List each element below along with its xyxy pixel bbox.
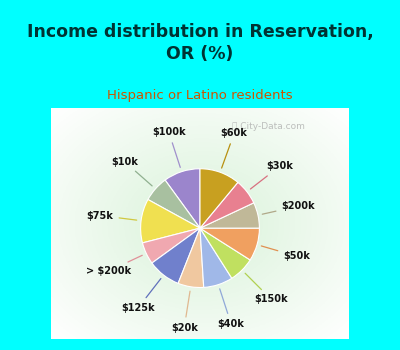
Text: $50k: $50k xyxy=(261,246,310,261)
Text: $200k: $200k xyxy=(262,201,315,214)
Text: Hispanic or Latino residents: Hispanic or Latino residents xyxy=(107,89,293,101)
Wedge shape xyxy=(200,228,250,278)
Text: $75k: $75k xyxy=(87,210,137,220)
Wedge shape xyxy=(141,199,200,243)
Wedge shape xyxy=(142,228,200,263)
Text: $40k: $40k xyxy=(218,289,244,329)
Text: $10k: $10k xyxy=(111,156,152,186)
Text: $20k: $20k xyxy=(171,291,198,332)
Wedge shape xyxy=(200,228,260,260)
Wedge shape xyxy=(200,182,254,228)
Text: ⓘ City-Data.com: ⓘ City-Data.com xyxy=(232,122,305,132)
Wedge shape xyxy=(200,228,232,287)
Text: $150k: $150k xyxy=(245,273,288,304)
Text: > $200k: > $200k xyxy=(86,255,142,276)
Wedge shape xyxy=(148,180,200,228)
Text: $125k: $125k xyxy=(122,279,161,313)
Wedge shape xyxy=(152,228,200,284)
Text: $30k: $30k xyxy=(250,161,293,189)
Text: $100k: $100k xyxy=(152,127,186,167)
Wedge shape xyxy=(178,228,204,287)
Wedge shape xyxy=(165,169,200,228)
Text: $60k: $60k xyxy=(221,128,248,168)
Text: Income distribution in Reservation,
OR (%): Income distribution in Reservation, OR (… xyxy=(27,23,373,63)
Wedge shape xyxy=(200,203,260,228)
Wedge shape xyxy=(200,169,238,228)
